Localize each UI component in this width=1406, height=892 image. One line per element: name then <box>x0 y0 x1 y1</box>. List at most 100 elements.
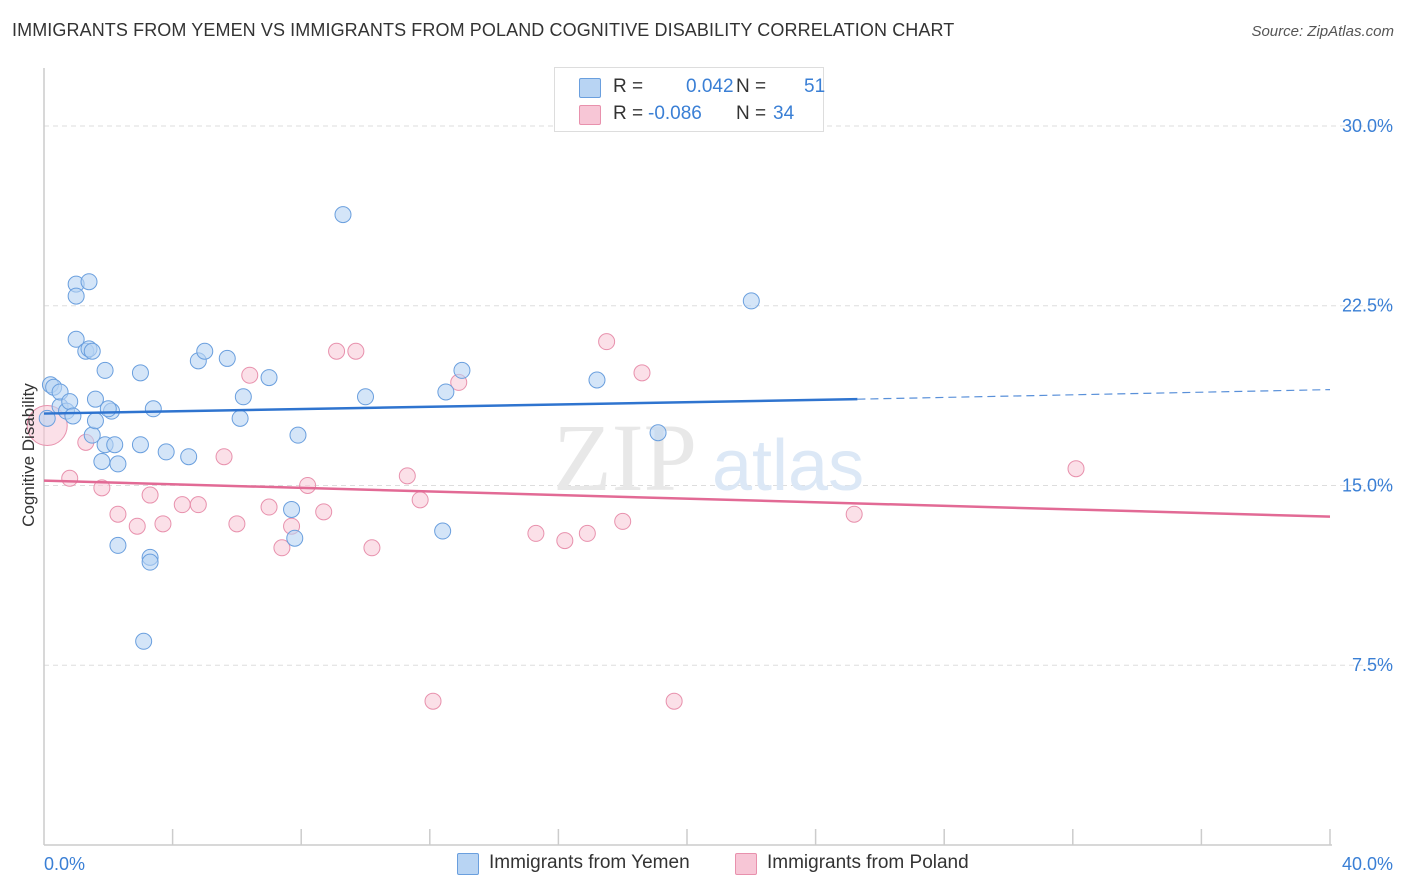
point-yemen <box>196 342 214 360</box>
trend-line-yemen-extension <box>857 388 1331 400</box>
point-poland <box>260 498 278 516</box>
watermark: ZIP atlas <box>553 404 864 511</box>
point-poland <box>633 364 651 382</box>
point-poland <box>241 366 259 384</box>
point-poland <box>411 491 429 509</box>
point-yemen <box>260 369 278 387</box>
legend-n-label: N = <box>736 76 767 97</box>
point-yemen <box>135 632 153 650</box>
point-yemen <box>231 409 249 427</box>
axes <box>43 68 1332 846</box>
point-yemen <box>157 443 175 461</box>
y-tick-label: 15.0% <box>1342 475 1393 495</box>
point-yemen <box>286 529 304 547</box>
point-yemen <box>67 330 85 348</box>
point-yemen <box>234 388 252 406</box>
source-note: Source: ZipAtlas.com <box>1251 23 1394 40</box>
point-poland <box>173 496 191 514</box>
x-tick-label-min: 0.0% <box>44 854 85 874</box>
point-poland <box>598 333 616 351</box>
correlation-legend: R = 0.042 N = 51 R = -0.086 N = 34 <box>554 67 826 132</box>
point-yemen <box>80 273 98 291</box>
point-yemen <box>64 407 82 425</box>
point-yemen <box>109 455 127 473</box>
legend-yemen-r: 0.042 <box>686 76 734 97</box>
watermark-atlas: atlas <box>712 426 864 506</box>
point-poland <box>614 512 632 530</box>
point-yemen <box>334 206 352 224</box>
point-poland <box>128 517 146 535</box>
point-poland <box>363 539 381 557</box>
point-yemen <box>86 412 104 430</box>
trend-line-yemen <box>43 397 858 415</box>
series-poland-points <box>26 333 1085 710</box>
point-yemen <box>180 448 198 466</box>
x-tick-label-max: 40.0% <box>1342 854 1393 874</box>
point-poland <box>845 505 863 523</box>
y-axis-label: Cognitive Disability <box>19 383 38 527</box>
point-yemen <box>131 436 149 454</box>
bottom-legend-swatch-yemen <box>457 853 479 875</box>
point-poland <box>189 496 207 514</box>
point-yemen <box>357 388 374 406</box>
point-poland <box>93 479 111 497</box>
point-poland <box>578 524 596 542</box>
chart-title: IMMIGRANTS FROM YEMEN VS IMMIGRANTS FROM… <box>12 20 955 40</box>
point-yemen <box>83 342 101 360</box>
series-yemen-points <box>38 206 760 650</box>
y-tick-label: 30.0% <box>1342 116 1393 136</box>
point-yemen <box>141 553 159 571</box>
legend-r-label: R = <box>613 76 644 97</box>
bottom-legend-label-yemen: Immigrants from Yemen <box>489 852 690 873</box>
point-poland <box>109 505 127 523</box>
point-poland <box>215 448 233 466</box>
point-yemen <box>218 349 236 367</box>
trend-lines <box>43 388 1331 518</box>
point-yemen <box>86 390 104 408</box>
bottom-legend-label-poland: Immigrants from Poland <box>767 852 969 873</box>
legend-poland-r: -0.086 <box>648 103 702 124</box>
y-tick-label: 7.5% <box>1352 655 1393 675</box>
point-yemen <box>588 371 606 389</box>
point-poland <box>398 467 416 485</box>
point-poland <box>315 503 333 521</box>
point-poland <box>273 539 291 557</box>
trend-line-poland <box>43 479 1331 518</box>
point-poland <box>154 515 172 533</box>
point-yemen <box>61 393 79 411</box>
point-yemen <box>106 436 124 454</box>
point-poland <box>61 469 79 487</box>
point-yemen <box>434 522 452 540</box>
legend-swatch-yemen <box>579 78 601 98</box>
point-poland <box>556 532 574 550</box>
bottom-legend-swatch-poland <box>735 853 757 875</box>
legend-yemen-n: 51 <box>804 76 826 97</box>
point-yemen <box>144 400 162 418</box>
point-yemen <box>93 453 111 470</box>
watermark-zip: ZIP <box>553 404 697 511</box>
point-poland <box>228 515 246 533</box>
point-poland <box>299 476 317 494</box>
point-poland <box>328 342 346 360</box>
point-yemen <box>453 361 471 379</box>
point-yemen <box>109 536 127 554</box>
legend-swatch-poland <box>579 105 601 125</box>
point-yemen <box>283 500 301 518</box>
point-yemen <box>96 361 114 379</box>
y-tick-label: 22.5% <box>1342 296 1393 316</box>
legend-n-label: N = <box>736 103 767 124</box>
point-poland <box>665 692 683 710</box>
point-poland <box>527 524 545 542</box>
legend-poland-n: 34 <box>773 103 795 124</box>
legend-r-label: R = <box>613 103 644 124</box>
point-yemen <box>649 424 667 442</box>
point-yemen <box>99 400 117 418</box>
point-yemen <box>289 426 307 444</box>
point-poland <box>424 692 442 710</box>
point-yemen <box>67 287 85 305</box>
point-poland <box>141 486 159 504</box>
point-yemen <box>131 364 149 382</box>
point-poland <box>347 342 365 360</box>
tick-labels: 7.5% 15.0% 22.5% 30.0% 0.0% 40.0% <box>44 116 1393 874</box>
